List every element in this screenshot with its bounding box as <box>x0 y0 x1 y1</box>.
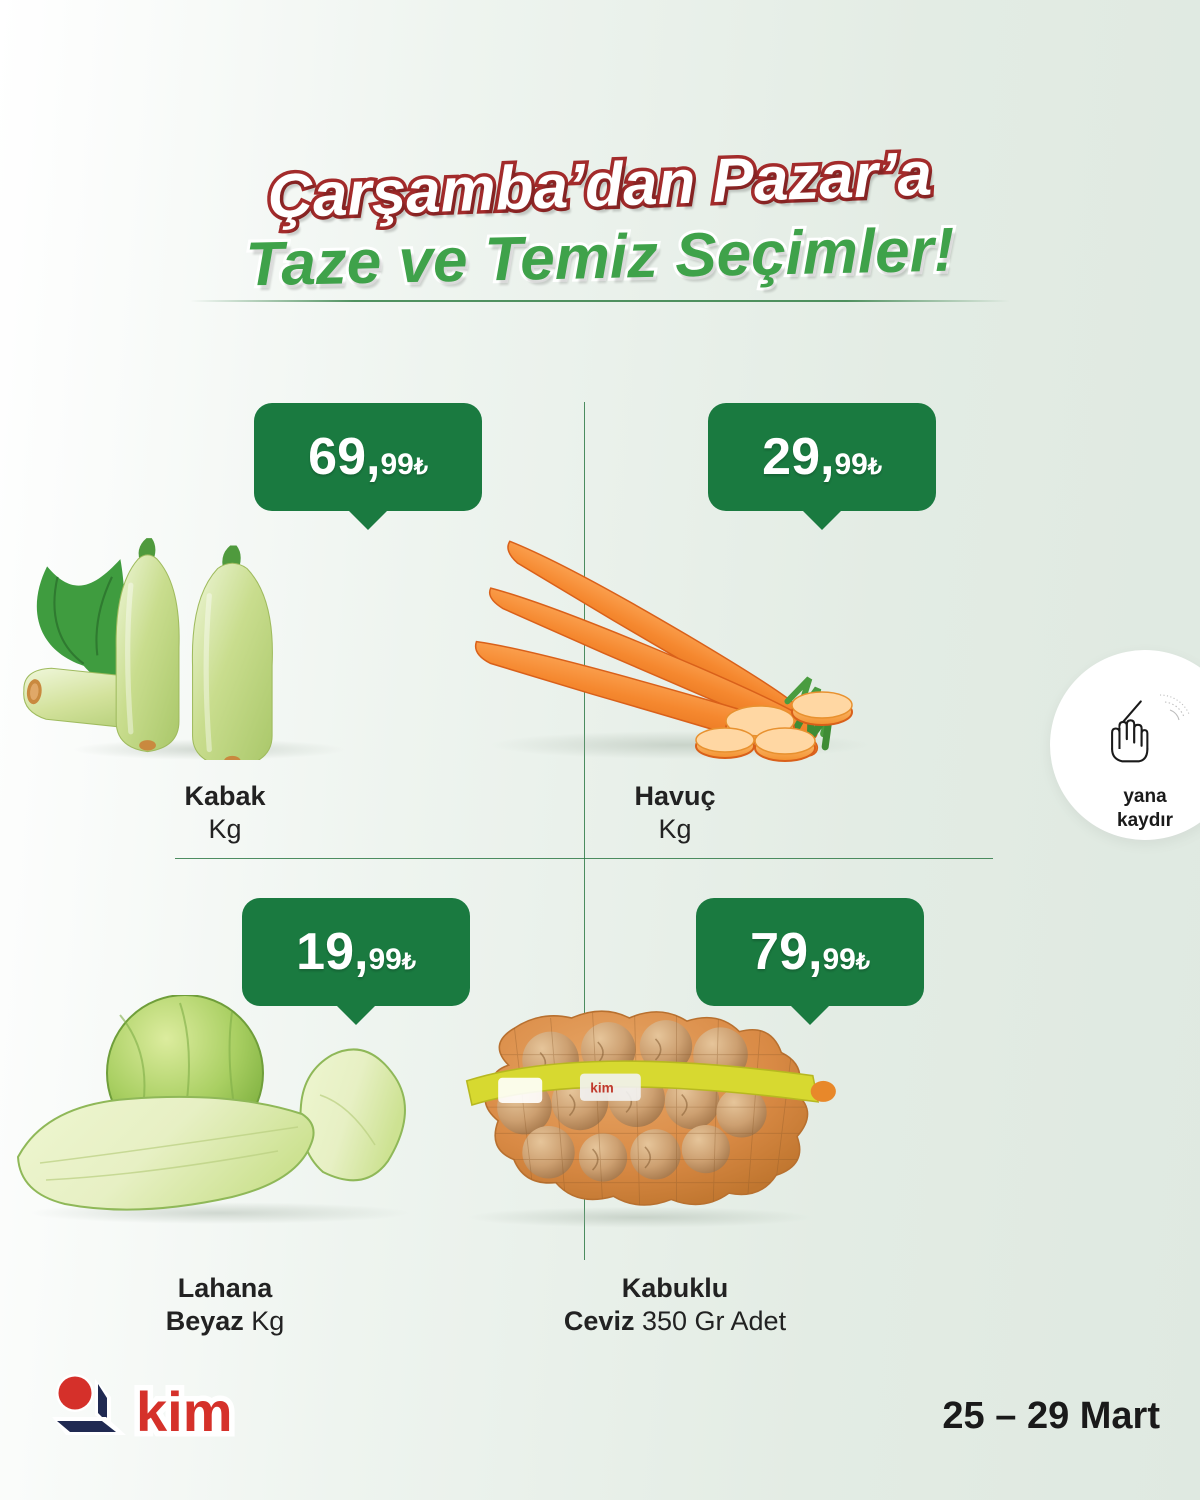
svg-text:kaydır: kaydır <box>1117 810 1174 831</box>
svg-text:kim: kim <box>136 1380 233 1443</box>
svg-text:yana: yana <box>1123 786 1167 807</box>
svg-text:kim: kim <box>590 1080 613 1095</box>
